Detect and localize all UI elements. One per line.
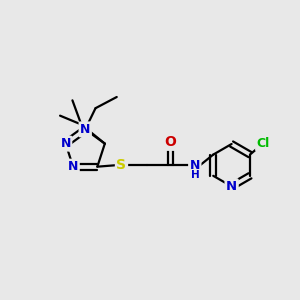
Text: Cl: Cl (256, 137, 270, 150)
Text: N: N (80, 123, 90, 136)
Text: N: N (60, 137, 71, 150)
Text: S: S (116, 158, 127, 172)
Text: N: N (68, 160, 78, 173)
Text: O: O (165, 135, 177, 149)
Text: N: N (190, 159, 200, 172)
Text: N: N (226, 180, 237, 193)
Text: H: H (191, 169, 200, 180)
